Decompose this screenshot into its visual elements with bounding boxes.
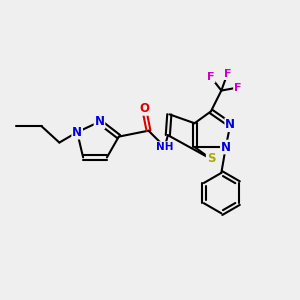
Text: O: O [139,102,149,115]
Text: N: N [221,140,231,154]
Text: NH: NH [156,142,174,152]
Text: S: S [207,152,215,165]
Text: F: F [207,72,215,82]
Text: N: N [225,118,235,131]
Text: N: N [94,115,104,128]
Text: F: F [234,82,242,93]
Text: N: N [72,126,82,139]
Text: F: F [224,69,231,79]
